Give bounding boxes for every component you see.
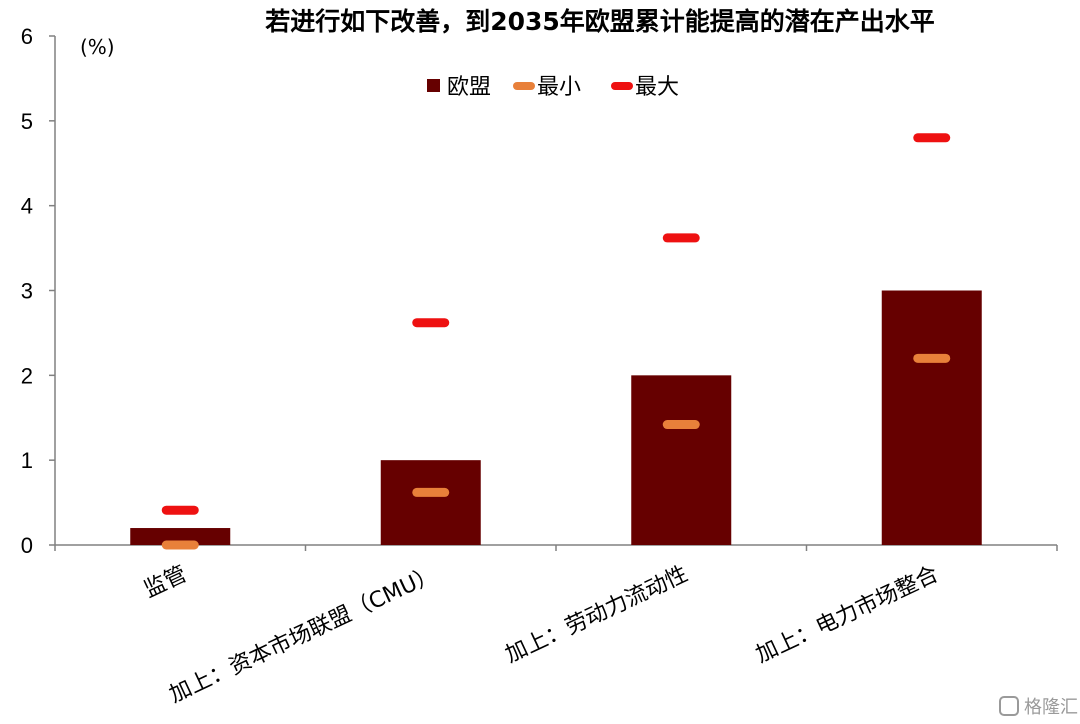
legend-swatch-bar	[427, 79, 440, 92]
y-tick-label: 0	[21, 533, 33, 558]
legend-label-2: 最大	[635, 75, 679, 100]
marker-series	[161, 133, 951, 550]
watermark-text: 格隆汇	[1024, 697, 1078, 718]
x-axis	[54, 544, 1058, 551]
y-tick-label: 2	[21, 363, 33, 388]
legend-label-0: 欧盟	[447, 75, 491, 100]
category-label-2: 加上：劳动力流动性	[502, 562, 692, 668]
y-tick-label: 5	[21, 109, 33, 134]
bar-2	[631, 375, 732, 545]
category-label-3: 加上：电力市场整合	[752, 562, 942, 668]
category-label-0: 监管	[140, 562, 190, 603]
watermark: 格隆汇	[999, 696, 1078, 718]
y-tick-label: 3	[21, 279, 33, 304]
bar-0	[130, 528, 231, 545]
y-axis: 0 1 2 3 4 5 6	[21, 24, 56, 558]
y-tick-label: 4	[21, 194, 33, 219]
legend: 欧盟 最小 最大	[427, 75, 679, 100]
y-tick-label: 6	[21, 24, 33, 49]
chart-title: 若进行如下改善，到2035年欧盟累计能提高的潜在产出水平	[264, 7, 935, 36]
watermark-logo-icon	[999, 696, 1019, 716]
category-label-1: 加上：资本市场联盟（CMU）	[166, 562, 442, 708]
bar-1	[380, 460, 481, 545]
y-unit-label: (%)	[80, 35, 115, 59]
legend-label-1: 最小	[537, 75, 581, 100]
bar-series	[130, 290, 982, 545]
bar-3	[881, 290, 982, 545]
y-tick-label: 1	[21, 448, 33, 473]
